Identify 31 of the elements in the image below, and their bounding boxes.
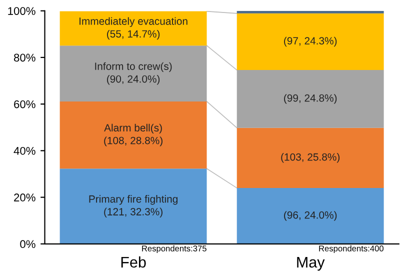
data-label: (108, 28.8%): [104, 136, 162, 146]
y-tick-label: 20%: [14, 194, 36, 202]
data-label: (103, 25.8%): [281, 153, 340, 163]
bar: [60, 11, 207, 46]
data-label: (55, 14.7%): [107, 30, 160, 40]
bar: [236, 10, 384, 14]
data-label: (90, 24.0%): [107, 75, 160, 85]
bar: [236, 128, 384, 188]
bar: [60, 46, 207, 102]
series-label: Primary fire fighting: [89, 195, 178, 205]
bar: [236, 70, 384, 128]
bar: [236, 13, 384, 70]
y-tick-label: 0%: [20, 240, 36, 248]
data-label: (99, 24.8%): [284, 94, 337, 104]
y-tick-label: 80%: [14, 54, 36, 62]
y-tick-label: 60%: [14, 100, 36, 108]
data-label: (121, 32.3%): [104, 208, 162, 218]
series-label: Alarm bell(s): [104, 124, 162, 134]
series-label: Immediately evacuation: [80, 17, 188, 27]
bar: [60, 102, 207, 169]
x-tick-label: May: [297, 256, 325, 271]
x-tick-label: Feb: [121, 256, 146, 268]
data-label: (96, 24.0%): [284, 211, 337, 221]
data-label: (97, 24.3%): [284, 36, 337, 47]
bar: [60, 168, 207, 244]
y-tick-label: 40%: [14, 146, 36, 155]
y-tick-label: 100%: [8, 7, 36, 15]
annotation: Respondents:375: [142, 245, 206, 254]
bar: [236, 188, 384, 244]
series-label: Inform to crew(s): [95, 62, 172, 72]
annotation: Respondents:400: [319, 245, 384, 254]
